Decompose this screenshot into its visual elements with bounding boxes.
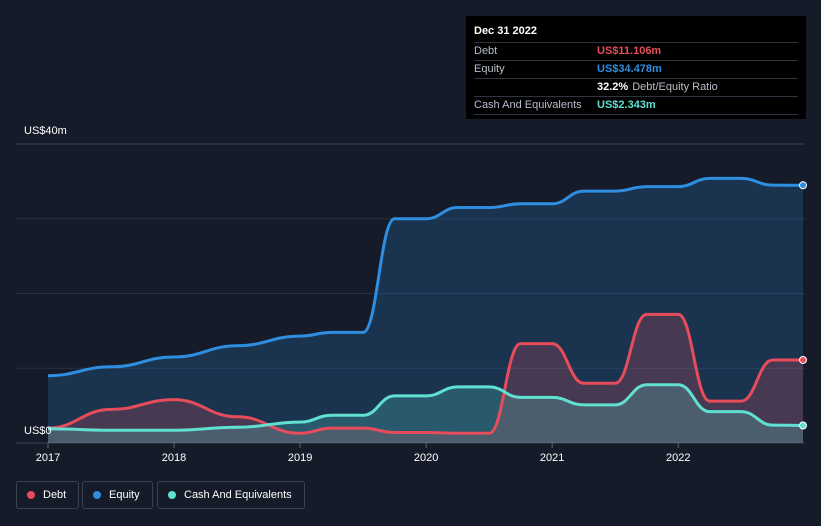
legend-item-cash[interactable]: Cash And Equivalents — [157, 481, 305, 509]
tooltip-value: US$11.106m — [597, 45, 662, 57]
x-tick-label: 2019 — [287, 452, 313, 464]
debt-area — [48, 314, 803, 443]
tooltip-label: Equity — [474, 63, 505, 75]
tooltip-label: Debt — [474, 45, 498, 57]
x-tick-label: 2021 — [539, 452, 565, 464]
legend-item-debt[interactable]: Debt — [16, 481, 80, 509]
x-tick-label: 2018 — [161, 452, 187, 464]
series-lines — [47, 176, 804, 435]
legend-label: Equity — [109, 489, 140, 501]
y-axis-bottom-label: US$0 — [24, 425, 52, 437]
tooltip-row-debt: Debt US$11.106m — [474, 42, 798, 60]
tooltip-label: Cash And Equivalents — [474, 99, 582, 111]
x-tick-label: 2020 — [413, 452, 439, 464]
equity-endpoint — [799, 181, 807, 190]
tooltip-value: US$2.343m — [597, 99, 656, 111]
x-tick-label: 2017 — [35, 452, 61, 464]
tooltip-row-ratio: 32.2% Debt/Equity Ratio — [474, 78, 798, 96]
tooltip-date: Dec 31 2022 — [474, 25, 537, 37]
equity-dot-icon — [93, 491, 101, 499]
legend-item-equity[interactable]: Equity — [82, 481, 153, 509]
cash-dot-icon — [168, 491, 176, 499]
legend-label: Debt — [43, 489, 67, 501]
tooltip-row-cash: Cash And Equivalents US$2.343m — [474, 96, 798, 115]
grid-lines — [16, 143, 805, 448]
tooltip-ratio-label: Debt/Equity Ratio — [632, 81, 718, 93]
equity-line — [47, 176, 804, 378]
tooltip-panel: Dec 31 2022 Debt US$11.106m Equity US$34… — [466, 16, 806, 119]
y-axis-top-label: US$40m — [24, 125, 67, 137]
series-endpoints — [799, 181, 807, 430]
equity-area — [48, 178, 803, 443]
tooltip-value: 32.2% — [597, 81, 629, 93]
debt-line — [47, 312, 803, 435]
tooltip-value: US$34.478m — [597, 63, 662, 75]
legend-label: Cash And Equivalents — [184, 489, 292, 501]
cash-and-equivalents-endpoint — [799, 421, 807, 430]
tooltip-label — [474, 79, 597, 96]
tooltip-row-equity: Equity US$34.478m — [474, 60, 798, 78]
debt-endpoint — [799, 355, 807, 364]
cash-and-equivalents-line — [47, 383, 804, 432]
x-tick-label: 2022 — [665, 452, 691, 464]
debt-dot-icon — [27, 491, 35, 499]
